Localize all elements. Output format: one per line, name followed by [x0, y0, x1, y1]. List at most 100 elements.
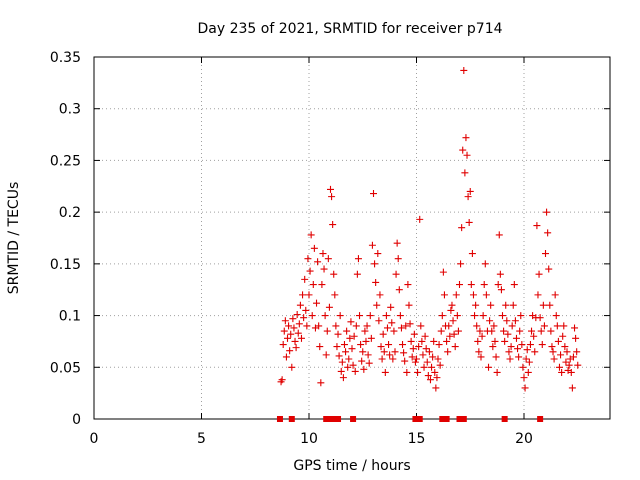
data-point [574, 361, 582, 369]
x-tick-label: 15 [408, 431, 426, 447]
data-point [393, 239, 401, 247]
data-point [460, 66, 468, 74]
data-point [519, 363, 527, 371]
zero-value-marker [326, 416, 333, 422]
data-point [507, 343, 515, 351]
data-point [308, 312, 316, 320]
data-point [530, 332, 538, 340]
data-point [545, 265, 553, 273]
data-point [346, 334, 354, 342]
data-point [462, 134, 470, 142]
data-point [415, 343, 423, 351]
data-point [378, 355, 386, 363]
data-point [406, 320, 414, 328]
y-axis-label: SRMTID / TECUs [6, 182, 22, 295]
data-point [349, 361, 357, 369]
data-point [424, 372, 432, 380]
data-point [496, 270, 504, 278]
data-point [450, 330, 458, 338]
data-point [502, 301, 510, 309]
data-point [429, 353, 437, 361]
data-point [487, 301, 495, 309]
zero-value-marker [460, 416, 467, 422]
data-point [305, 291, 313, 299]
data-point [352, 322, 360, 330]
data-point [353, 270, 361, 278]
data-point [464, 193, 472, 201]
data-point [473, 322, 481, 330]
data-point [405, 301, 413, 309]
data-point [425, 348, 433, 356]
data-point [395, 286, 403, 294]
data-point [357, 341, 365, 349]
data-point [565, 361, 573, 369]
data-point [385, 341, 393, 349]
x-tick-label: 20 [515, 431, 533, 447]
data-point [323, 327, 331, 335]
data-point [300, 314, 308, 322]
data-point [332, 322, 340, 330]
data-point [319, 250, 327, 258]
zero-value-marker [350, 416, 357, 422]
data-point [356, 312, 364, 320]
data-point [307, 231, 315, 239]
data-point [432, 384, 440, 392]
y-tick-labels: 0 0.05 0.1 0.15 0.2 0.25 0.3 0.35 [50, 50, 81, 428]
data-point [531, 348, 539, 356]
data-point [533, 222, 541, 230]
data-point [445, 322, 453, 330]
zero-value-marker [288, 416, 295, 422]
data-point [422, 345, 430, 353]
data-point [562, 358, 570, 366]
data-point [459, 146, 467, 154]
data-point [499, 312, 506, 320]
data-point [486, 317, 494, 325]
data-point [508, 322, 516, 330]
data-point [563, 348, 571, 356]
data-point [430, 337, 438, 345]
data-point [520, 374, 528, 382]
data-point [413, 355, 420, 363]
data-point [392, 270, 400, 278]
data-point [342, 348, 350, 356]
data-point [489, 343, 497, 351]
data-point [340, 341, 348, 349]
data-point [309, 281, 317, 289]
data-point [370, 190, 377, 198]
data-point [558, 368, 566, 376]
data-point [560, 322, 568, 330]
data-point [553, 322, 561, 330]
data-point [348, 345, 356, 353]
data-point [363, 322, 371, 330]
data-point [408, 353, 416, 361]
data-point [494, 281, 502, 289]
data-point [290, 324, 298, 332]
data-point [421, 332, 429, 340]
data-point [368, 241, 376, 249]
data-point [375, 317, 383, 325]
data-point [417, 322, 425, 330]
data-point [328, 193, 336, 201]
data-point [279, 341, 287, 349]
data-point [437, 327, 445, 335]
data-point [297, 334, 305, 342]
zero-value-marker [335, 416, 342, 422]
data-point [550, 355, 558, 363]
data-point [367, 334, 375, 342]
grid-lines [94, 57, 610, 419]
zero-value-marker [323, 416, 330, 422]
data-point [399, 341, 407, 349]
data-point [516, 327, 524, 335]
data-point [548, 343, 556, 351]
data-point [402, 322, 410, 330]
data-point [543, 208, 551, 216]
x-axis-label: GPS time / hours [293, 458, 410, 474]
data-point [561, 343, 569, 351]
data-point [394, 255, 402, 263]
data-point [318, 281, 326, 289]
data-point [571, 324, 579, 332]
data-point [289, 315, 297, 323]
data-point [488, 327, 496, 335]
data-point [481, 260, 489, 268]
